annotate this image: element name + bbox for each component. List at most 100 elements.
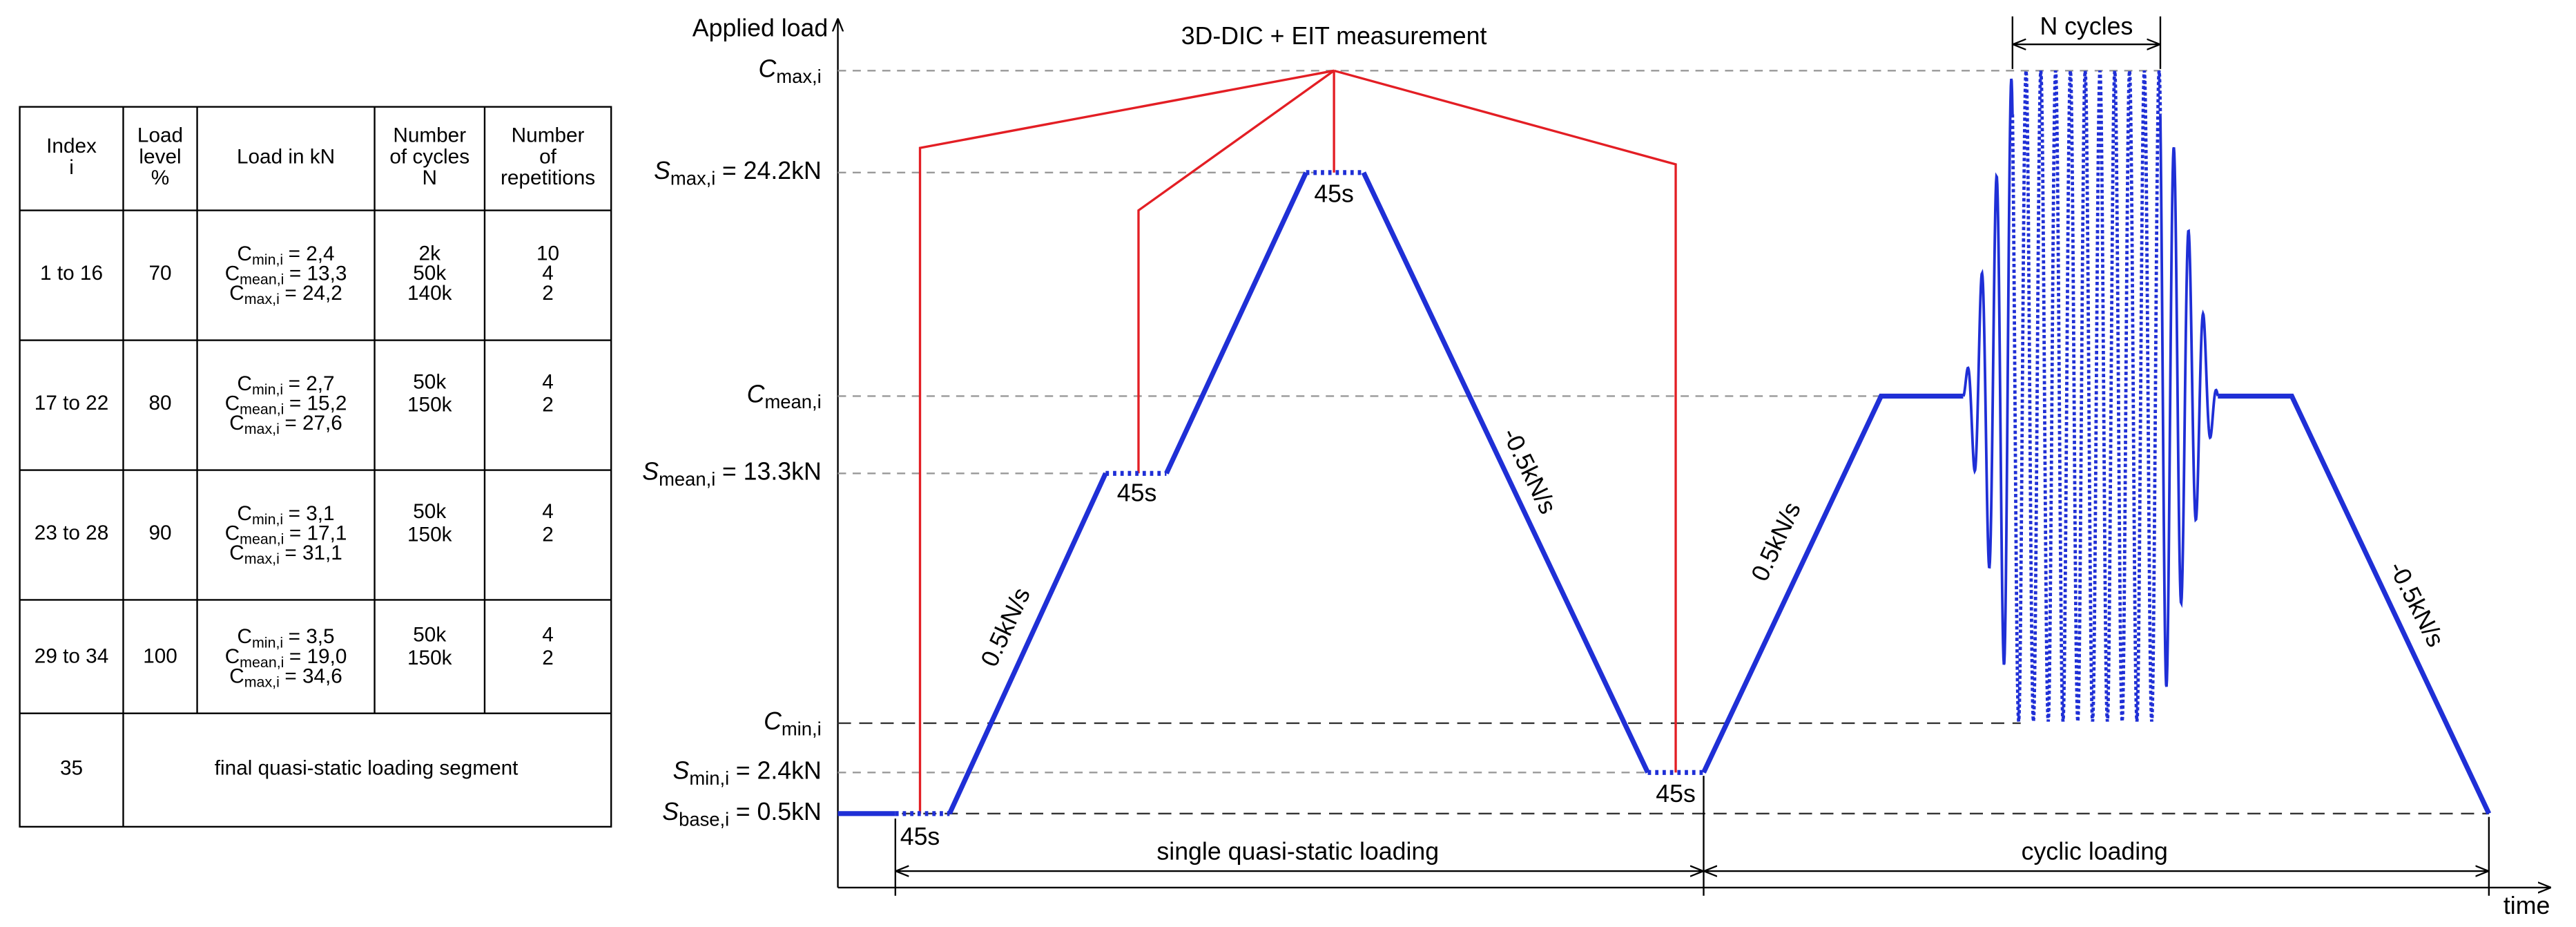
load-path [1164, 171, 1308, 475]
cycles-label: N cycles [2040, 12, 2133, 40]
diagram-axes [838, 20, 2550, 888]
subscript: max,i [244, 673, 280, 690]
subscript-label: Cmean,i [747, 381, 822, 412]
repetitions-cell: 4 [542, 370, 554, 393]
header-cell: Load [137, 124, 183, 146]
subscript: mean,i [240, 271, 284, 287]
repetitions-cell: 2 [542, 282, 554, 305]
cycles-cell: 150k [407, 647, 452, 669]
y-axis-label: Applied load [693, 14, 828, 41]
header-cell: Number [393, 124, 466, 146]
repetitions-cell: 2 [542, 647, 554, 669]
subscript: max,i [244, 291, 280, 307]
header-cell: N [423, 166, 437, 189]
subscript: max,i [776, 66, 821, 87]
value: = 27,6 [284, 412, 342, 434]
header-cell: i [69, 156, 74, 179]
subscript: mean,i [659, 468, 715, 490]
subscript-label: Cmean,i = 13,3 [225, 262, 347, 287]
subscript: min,i [252, 511, 283, 528]
level-cell: 70 [148, 262, 171, 285]
value: = 0.5kN [736, 798, 822, 825]
measurement-line [1333, 69, 1677, 773]
symbol: C [225, 645, 240, 668]
hold-label: 45s [1314, 180, 1354, 208]
subscript-label: Cmin,i [764, 707, 822, 739]
hold-label: 45s [900, 823, 940, 850]
value: = 3,1 [289, 502, 335, 525]
index-cell: 23 to 28 [35, 522, 108, 544]
symbol: C [225, 522, 240, 544]
table-grid [19, 106, 612, 828]
hold-label: 45s [1656, 780, 1696, 807]
subscript-label: Cmean,i = 17,1 [225, 522, 347, 547]
cycles-cell: 2k [419, 242, 441, 265]
value: = 31,1 [284, 542, 342, 564]
header-cell: level [139, 145, 181, 168]
measurement-line [918, 69, 1335, 814]
subscript-label: Cmean,i = 19,0 [225, 645, 347, 671]
symbol: S [654, 157, 670, 184]
load-path [1701, 393, 1964, 774]
load-path [1361, 171, 1650, 774]
value: = 2,7 [289, 372, 335, 395]
value: = 13,3 [289, 262, 347, 285]
phase-label: cyclic loading [2022, 837, 2168, 865]
subscript-label: Smax,i = 24.2kN [654, 157, 822, 189]
header-cell: of [539, 145, 557, 168]
cyclic-ramp [2159, 114, 2220, 687]
symbol: C [758, 55, 776, 83]
header-cell: % [151, 166, 169, 189]
subscript: max,i [244, 551, 280, 567]
subscript-label: Cmin,i = 2,7 [238, 372, 335, 398]
subscript: min,i [252, 381, 283, 398]
value: = 34,6 [284, 665, 342, 687]
cycles-cell: 50k [413, 262, 446, 285]
cycles-cell: 150k [407, 394, 452, 417]
value: = 13.3kN [722, 458, 822, 486]
repetitions-cell: 4 [542, 500, 554, 523]
subscript-label: Cmean,i = 15,2 [225, 392, 347, 417]
header-cell: repetitions [501, 166, 595, 189]
symbol: C [229, 282, 244, 305]
description-cell: final quasi-static loading segment [215, 756, 519, 779]
subscript-label: Cmax,i [758, 55, 821, 87]
measurement-line [1137, 69, 1335, 474]
rate-label: 0.5kN/s [976, 584, 1036, 671]
subscript: mean,i [240, 401, 284, 417]
subscript: min,i [782, 718, 822, 740]
value: = 24,2 [284, 282, 342, 305]
symbol: C [229, 412, 244, 434]
repetitions-cell: 10 [536, 242, 559, 265]
cyclic-core [2011, 70, 2162, 722]
subscript: min,i [689, 767, 729, 789]
value: = 17,1 [289, 522, 347, 544]
symbol: S [662, 798, 679, 825]
header-cell: Index [46, 135, 97, 157]
subscript: max,i [244, 421, 280, 437]
symbol: C [225, 392, 240, 414]
level-cell: 100 [143, 645, 177, 668]
subscript-label: Cmax,i = 27,6 [229, 412, 342, 437]
subscript-label: Cmax,i = 34,6 [229, 665, 342, 690]
repetitions-cell: 2 [542, 394, 554, 417]
subscript-label: Smin,i = 2.4kN [673, 757, 822, 789]
subscript-label: Cmin,i = 3,5 [238, 625, 335, 651]
header-cell: Number [512, 124, 585, 146]
cyclic-ramp [1962, 78, 2014, 665]
value: = 2,4 [289, 242, 335, 265]
x-axis-label: time [2504, 892, 2550, 919]
phase-label: single quasi-static loading [1156, 837, 1439, 865]
subscript: mean,i [764, 391, 821, 412]
load-path [947, 472, 1108, 815]
subscript: min,i [252, 634, 283, 651]
load-path [2218, 393, 2492, 815]
subscript: mean,i [240, 654, 284, 671]
symbol: S [642, 458, 659, 486]
hold-label: 45s [1117, 479, 1157, 507]
subscript: min,i [252, 251, 283, 268]
index-cell: 17 to 22 [35, 392, 108, 414]
